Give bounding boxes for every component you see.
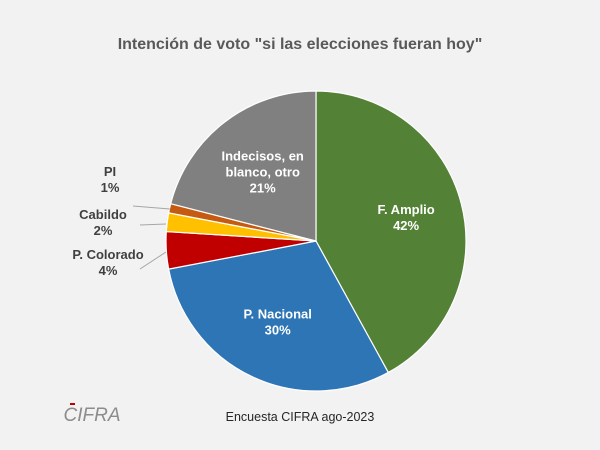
slice-name: blanco, otro xyxy=(226,164,300,179)
slice-name: P. Colorado xyxy=(72,247,143,262)
data-label-indecisos-en-blanco-otro: Indecisos, en blanco, otro 21% xyxy=(222,148,304,195)
slice-name: Indecisos, en xyxy=(222,148,304,163)
pie-slice-indecisos-en-blanco-otro xyxy=(169,90,317,242)
source-note: Encuesta CIFRA ago-2023 xyxy=(225,410,375,424)
slice-name: P. Nacional xyxy=(243,306,311,321)
data-label-cabildo: Cabildo 2% xyxy=(79,207,127,238)
slice-name: Cabildo xyxy=(79,207,127,222)
chart-title: Intención de voto "si las elecciones fue… xyxy=(117,36,483,53)
data-label-p-colorado: P. Colorado 4% xyxy=(72,247,143,278)
leader-line-cabildo xyxy=(139,223,167,226)
slice-percent: 2% xyxy=(94,223,113,238)
pie-slice-p-nacional xyxy=(167,240,390,392)
slice-percent: 4% xyxy=(99,263,118,278)
pie-slice-f-amplio xyxy=(315,90,467,374)
svg-text:CIFRA: CIFRA xyxy=(64,405,121,426)
slice-name: F. Amplio xyxy=(377,202,434,217)
slice-percent: 21% xyxy=(250,180,276,195)
leader-line-p-colorado xyxy=(139,251,167,270)
leader-line-pi xyxy=(132,205,171,210)
data-label-p-nacional: P. Nacional 30% xyxy=(243,306,311,337)
data-label-pi: PI 1% xyxy=(101,164,120,195)
slice-percent: 30% xyxy=(265,322,291,337)
data-label-f-amplio: F. Amplio 42% xyxy=(377,202,434,233)
slice-percent: 42% xyxy=(393,218,419,233)
slice-percent: 1% xyxy=(101,180,120,195)
slice-name: PI xyxy=(104,164,116,179)
cifra-logo: CIFRA xyxy=(64,403,121,426)
